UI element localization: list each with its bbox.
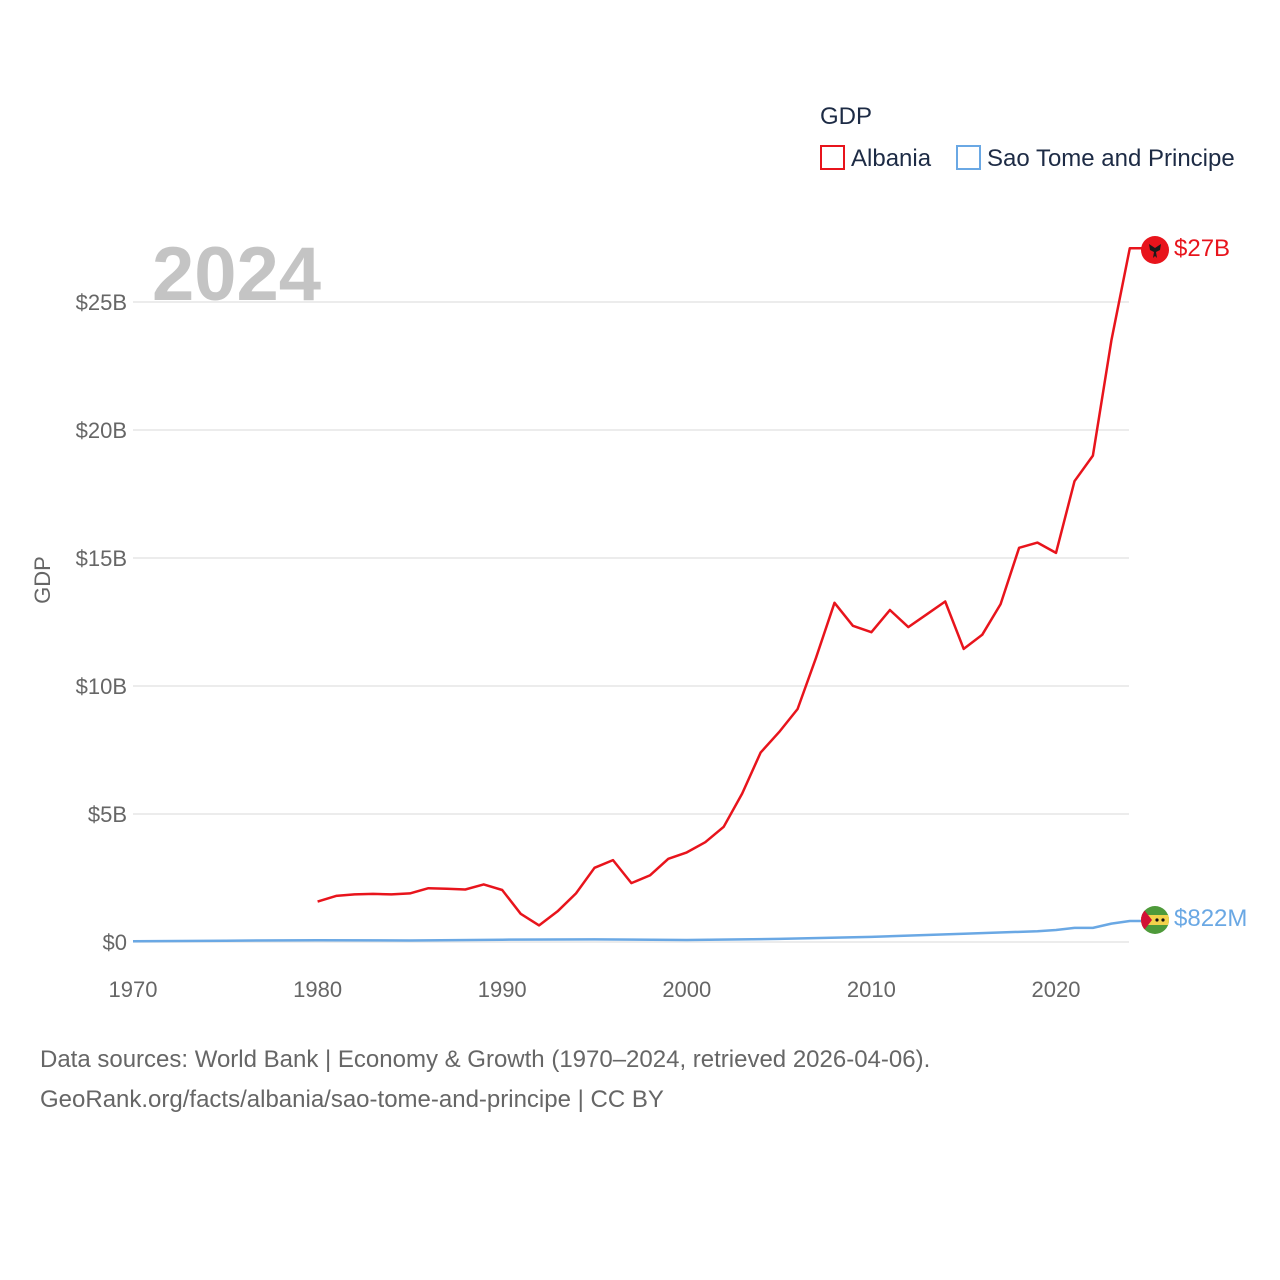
legend-title: GDP [820, 103, 872, 130]
gridlines [133, 301, 1129, 943]
albania-end-label: $27B [1174, 235, 1230, 262]
y-axis-label: GDP [30, 556, 55, 604]
y-tick-label: $20B [76, 418, 127, 443]
sao-tome-end-label: $822M [1174, 905, 1247, 932]
legend-label-sao-tome[interactable]: Sao Tome and Principe [987, 145, 1235, 172]
footer-line-sources: Data sources: World Bank | Economy & Gro… [40, 1046, 931, 1073]
y-tick-label: $10B [76, 674, 127, 699]
legend: GDP Albania Sao Tome and Principe [820, 103, 1235, 172]
x-tick-label: 2000 [662, 977, 711, 1002]
albania-flag-icon [1141, 236, 1169, 264]
year-overlay: 2024 [152, 232, 321, 317]
x-tick-label: 2020 [1032, 977, 1081, 1002]
y-tick-label: $5B [88, 802, 127, 827]
footer-line-link[interactable]: GeoRank.org/facts/albania/sao-tome-and-p… [40, 1086, 664, 1113]
x-tick-label: 1970 [109, 977, 158, 1002]
y-tick-label: $15B [76, 546, 127, 571]
y-tick-label: $0 [103, 930, 127, 955]
series-line-albania[interactable] [317, 246, 1142, 927]
sao-tome-flag-icon [1141, 906, 1169, 934]
sao-tome-end-marker: $822M [1141, 905, 1247, 934]
x-tick-label: 1990 [478, 977, 527, 1002]
legend-swatch-albania[interactable] [820, 145, 845, 170]
legend-swatch-sao-tome[interactable] [956, 145, 981, 170]
footer-source: Data sources: World Bank | Economy & Gro… [40, 1040, 930, 1120]
legend-label-albania[interactable]: Albania [851, 145, 932, 172]
y-axis-ticks: $0 $5B $10B $15B $20B $25B [76, 290, 127, 955]
x-tick-label: 2010 [847, 977, 896, 1002]
x-tick-label: 1980 [293, 977, 342, 1002]
albania-end-marker: $27B [1141, 235, 1230, 264]
x-axis-ticks: 1970 1980 1990 2000 2010 2020 [109, 977, 1081, 1002]
y-tick-label: $25B [76, 290, 127, 315]
series-lines [132, 246, 1142, 943]
series-line-sao-tome[interactable] [132, 919, 1142, 943]
gdp-line-chart: 2024 $0 $5B $10B $15B $20B $25B 1970 1980 1990 2… [30, 103, 1247, 1002]
